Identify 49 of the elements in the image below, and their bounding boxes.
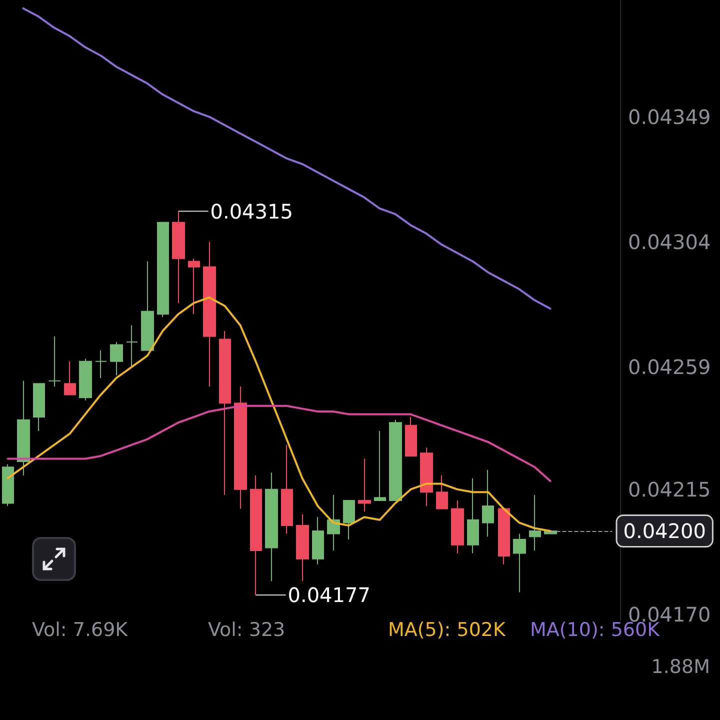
annotation: 0.04177 (288, 582, 370, 607)
line-series (6, 404, 552, 482)
y-tick-label: 0.04349 (628, 104, 711, 129)
annotation: Vol: 7.69K (32, 619, 128, 641)
annotation: MA(5): 502K (388, 619, 506, 641)
candlestick (234, 386, 247, 510)
candlestick (110, 341, 123, 376)
candlestick (17, 380, 30, 476)
candlestick (64, 360, 76, 396)
candlestick (420, 447, 433, 507)
candlestick (405, 416, 417, 456)
ref-line-label: 0.04200 (623, 519, 706, 544)
annotation: 0.04315 (210, 199, 293, 224)
candlestick (79, 358, 92, 401)
candlestick (188, 258, 200, 315)
text: 1.88M (651, 656, 710, 678)
y-tick-label: 0.04259 (628, 354, 711, 379)
candlestick (203, 241, 216, 387)
line-series (22, 7, 552, 310)
candlestick (374, 430, 386, 501)
candlestick (343, 500, 355, 540)
candlestick (529, 494, 541, 551)
candlestick (219, 330, 231, 496)
annotation: Vol: 323 (208, 619, 286, 641)
candlestick (498, 508, 510, 565)
candlestick (327, 494, 340, 551)
candlestick (451, 500, 464, 554)
y-tick-label: 0.04304 (628, 230, 711, 254)
y-tick-label: 0.04215 (628, 477, 711, 502)
candlestick (513, 533, 526, 593)
line-series (6, 296, 552, 532)
candlestick (436, 474, 448, 510)
candlestick (358, 458, 371, 512)
candlestick (296, 514, 309, 582)
candlestick (48, 336, 61, 387)
candlestick (141, 260, 154, 351)
candlestick (126, 324, 138, 368)
candlestick (312, 516, 324, 565)
candlestick (33, 383, 45, 432)
candlestick (157, 222, 169, 318)
candlestick (172, 210, 185, 304)
candlestick (265, 472, 278, 582)
candlestick (95, 350, 107, 379)
candlestick (281, 444, 293, 534)
candlestick (389, 419, 402, 501)
candlestick (467, 478, 479, 554)
candlestick (250, 474, 262, 596)
candlestick (2, 464, 14, 507)
candlestick (482, 469, 494, 538)
